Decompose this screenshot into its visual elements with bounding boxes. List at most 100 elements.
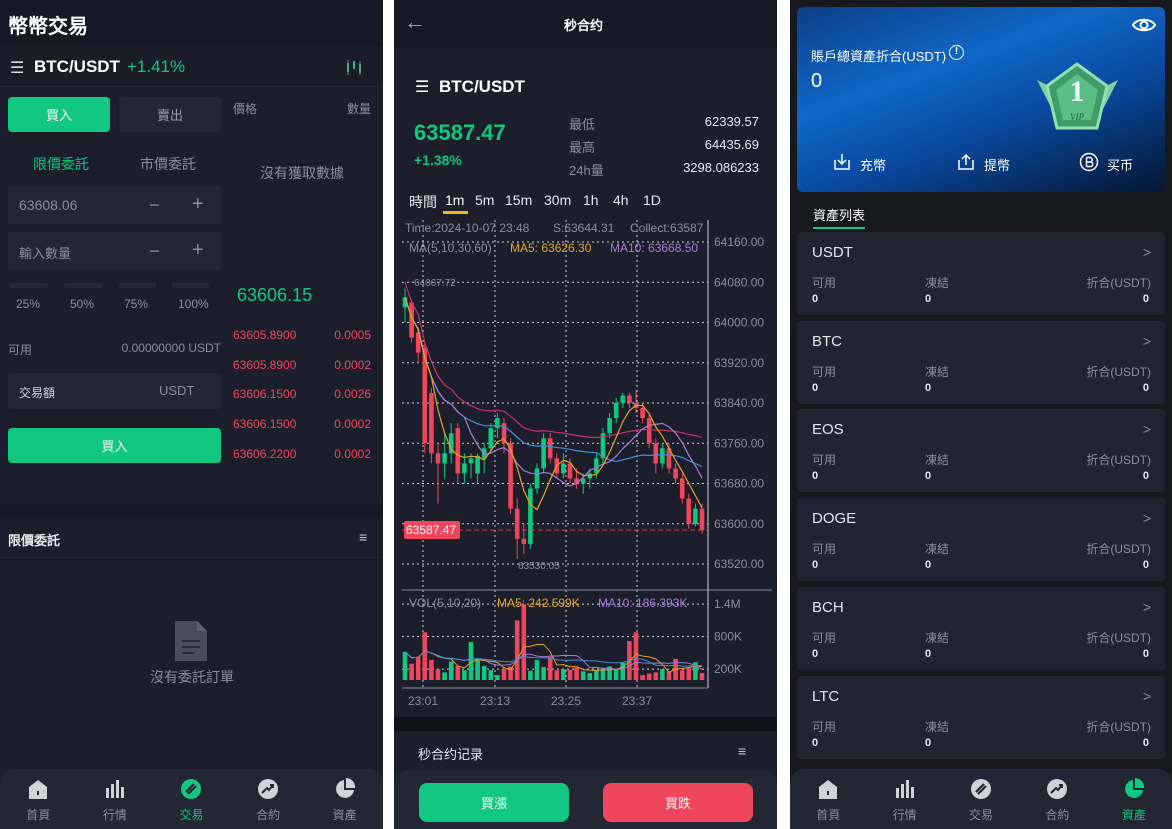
amount-input[interactable] xyxy=(8,373,221,409)
pair-name[interactable]: BTC/USDT xyxy=(34,57,120,76)
timeframe-15m[interactable]: 15m xyxy=(505,192,533,208)
volume-bar xyxy=(561,669,566,680)
nav-contract[interactable]: 合約 xyxy=(1019,769,1095,829)
kline-chart[interactable]: 64160.00 64080.00 64000.00 63920.00 63840.00… xyxy=(394,215,777,710)
limit-order-tab[interactable]: 限價委託 xyxy=(33,156,89,172)
chevron-right-icon[interactable]: > xyxy=(1142,421,1151,438)
frozen-value: 0 xyxy=(925,381,932,394)
pair-bar[interactable] xyxy=(0,47,383,87)
nav-label: 行情 xyxy=(892,808,917,822)
available-label: 可用 xyxy=(812,630,837,645)
action-bitcoin[interactable]: 买币 xyxy=(1107,158,1134,173)
timeframe-1m[interactable]: 1m xyxy=(445,192,465,208)
nav-label: 合約 xyxy=(256,808,281,822)
pair-name[interactable]: BTC/USDT xyxy=(439,77,525,96)
action-withdraw[interactable]: 提幣 xyxy=(984,158,1011,173)
nav-pie-chart[interactable]: 資產 xyxy=(1096,769,1172,829)
asset-card-eos[interactable]: EOS > 可用 0 凍結 0 折合(USDT) 0 xyxy=(797,409,1165,493)
percent-button-75[interactable]: 75% xyxy=(124,297,149,311)
chevron-right-icon[interactable]: > xyxy=(1142,687,1151,704)
percent-bar[interactable] xyxy=(172,283,210,288)
percent-button-100[interactable]: 100% xyxy=(178,297,209,311)
volume-bar xyxy=(501,669,507,680)
list-icon[interactable]: ≡ xyxy=(359,529,368,545)
nav-bar-chart[interactable]: 行情 xyxy=(77,769,154,829)
timeframe-4h[interactable]: 4h xyxy=(613,192,629,208)
buy-up-button[interactable]: 買漲 xyxy=(419,783,569,822)
value-value: 0 xyxy=(1142,381,1149,394)
candle xyxy=(415,332,421,353)
timeframe-5m[interactable]: 5m xyxy=(475,192,495,208)
candle xyxy=(429,392,434,454)
timeframe-時間: 時間 xyxy=(409,194,437,210)
chevron-right-icon[interactable]: > xyxy=(1142,598,1151,615)
nav-pie-chart[interactable]: 資產 xyxy=(306,769,383,829)
nav-label: 首頁 xyxy=(26,808,51,822)
withdraw-icon[interactable] xyxy=(956,152,976,177)
vip-text: VIP xyxy=(1070,112,1084,122)
sell-tab[interactable]: 賣出 xyxy=(119,97,221,132)
quantity-plus-button[interactable]: + xyxy=(192,239,204,261)
price-value[interactable]: 63608.06 xyxy=(19,197,78,213)
chevron-right-icon[interactable]: > xyxy=(1142,244,1151,260)
current-price: 63587.47 xyxy=(414,120,506,145)
candle xyxy=(567,463,573,479)
nav-bar-chart[interactable]: 行情 xyxy=(866,769,942,829)
candle xyxy=(620,395,626,403)
percent-bar[interactable] xyxy=(10,283,48,288)
percent-button-50[interactable]: 50% xyxy=(70,297,95,311)
time-tick: 23:01 xyxy=(408,694,438,708)
percent-button-25[interactable]: 25% xyxy=(16,297,41,311)
quantity-input[interactable] xyxy=(8,232,221,270)
price-tick: 64160.00 xyxy=(714,235,764,249)
timeframe-1h[interactable]: 1h xyxy=(583,192,599,208)
buy-tab[interactable]: 買入 xyxy=(8,97,110,132)
nav-trade[interactable]: 交易 xyxy=(153,769,230,829)
action-deposit[interactable]: 充幣 xyxy=(860,158,887,173)
volume-bar xyxy=(547,656,553,680)
chevron-right-icon[interactable]: > xyxy=(1142,510,1151,527)
value-value: 0 xyxy=(1142,559,1149,572)
price-plus-button[interactable]: + xyxy=(192,193,204,215)
nav-home[interactable]: 首頁 xyxy=(0,769,77,829)
menu-icon[interactable]: ☰ xyxy=(415,79,430,96)
chevron-right-icon[interactable]: > xyxy=(1142,332,1151,349)
percent-bar[interactable] xyxy=(118,283,156,288)
current-price-label: 63587.47 xyxy=(406,523,456,537)
frozen-label: 凍結 xyxy=(925,542,950,557)
info-icon[interactable]: ! xyxy=(949,45,964,60)
market-order-tab[interactable]: 市價委託 xyxy=(140,156,196,172)
candle xyxy=(580,478,586,484)
list-icon[interactable]: ≡ xyxy=(738,743,747,759)
buy-button[interactable]: 買入 xyxy=(8,428,221,463)
active-timeframe-underline xyxy=(443,211,468,214)
asset-card-usdt[interactable]: USDT > 可用 0 凍結 0 折合(USDT) 0 xyxy=(797,232,1165,315)
candle xyxy=(686,498,692,524)
nav-contract[interactable]: 合約 xyxy=(230,769,307,829)
quantity-minus-button[interactable]: − xyxy=(149,241,160,261)
back-arrow-icon[interactable]: ← xyxy=(404,9,426,34)
asset-card-ltc[interactable]: LTC > 可用 0 凍結 0 折合(USDT) 0 xyxy=(797,675,1165,759)
menu-icon[interactable]: ☰ xyxy=(10,60,25,77)
asset-card-bch[interactable]: BCH > 可用 0 凍結 0 折合(USDT) 0 xyxy=(797,586,1165,670)
nav-trade[interactable]: 交易 xyxy=(943,769,1019,829)
candle xyxy=(468,458,474,464)
asset-card-btc[interactable]: BTC > 可用 0 凍結 0 折合(USDT) 0 xyxy=(797,320,1165,404)
eye-icon[interactable] xyxy=(1132,17,1156,33)
price-minus-button[interactable]: − xyxy=(149,195,160,215)
bitcoin-icon[interactable] xyxy=(1079,152,1099,177)
time-tick: 23:25 xyxy=(551,694,581,708)
timeframe-1D[interactable]: 1D xyxy=(643,192,661,208)
nav-home[interactable]: 首頁 xyxy=(790,769,866,829)
deposit-icon[interactable] xyxy=(832,152,852,177)
price-input[interactable] xyxy=(8,186,221,224)
percent-bar[interactable] xyxy=(64,283,102,288)
candlestick-chart-icon[interactable] xyxy=(345,58,365,76)
timeframe-30m[interactable]: 30m xyxy=(544,192,572,208)
asset-card-doge[interactable]: DOGE > 可用 0 凍結 0 折合(USDT) 0 xyxy=(797,498,1165,582)
frozen-value: 0 xyxy=(925,736,932,749)
quantity-placeholder[interactable]: 輸入數量 xyxy=(19,246,72,261)
buy-down-button[interactable]: 買跌 xyxy=(603,783,753,822)
volume-bar xyxy=(528,670,533,680)
book-qty: 0.0002 xyxy=(334,417,371,432)
